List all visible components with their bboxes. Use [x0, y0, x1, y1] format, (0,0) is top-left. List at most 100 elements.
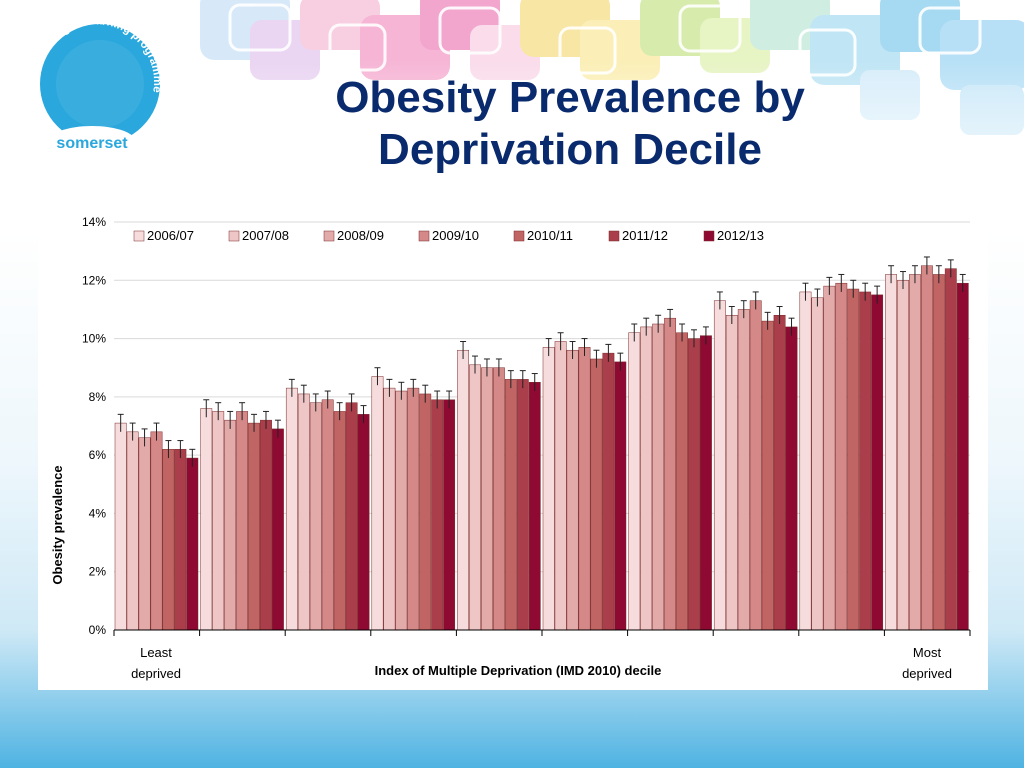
- bar: [640, 326, 653, 631]
- bar: [725, 315, 738, 631]
- y-tick-label: 6%: [89, 448, 107, 462]
- bar: [174, 449, 187, 631]
- y-tick-label: 12%: [82, 273, 106, 287]
- bar: [162, 449, 175, 631]
- y-tick-label: 4%: [89, 506, 107, 520]
- y-tick-label: 2%: [89, 565, 107, 579]
- bar: [602, 352, 615, 631]
- bar: [224, 419, 237, 631]
- chart-panel: 0% 2% 4% 6% 8% 10% 12% 14% 2006/07 2007/08 2008/0…: [38, 206, 988, 690]
- bar: [713, 300, 726, 631]
- bar: [554, 341, 567, 631]
- logo-place-name: somerset: [56, 135, 128, 152]
- x-label-most-deprived-2: deprived: [902, 666, 952, 681]
- bar: [737, 309, 750, 631]
- bar: [150, 431, 163, 631]
- bar: [516, 379, 529, 631]
- bar: [431, 399, 444, 631]
- bar: [383, 387, 396, 631]
- legend-swatch: [703, 230, 715, 242]
- bar: [309, 402, 322, 631]
- bar: [885, 274, 897, 631]
- bar: [749, 300, 762, 631]
- legend-label: 2008/09: [337, 228, 384, 243]
- decorative-banner: [0, 0, 1024, 210]
- x-label-least-deprived-2: deprived: [131, 666, 181, 681]
- y-axis-title: Obesity prevalence: [50, 465, 65, 584]
- x-axis: [113, 629, 971, 636]
- legend-swatch: [228, 230, 240, 242]
- bar: [811, 297, 824, 631]
- bar: [457, 349, 469, 631]
- legend-swatch: [418, 230, 430, 242]
- bar: [590, 358, 603, 631]
- bar: [481, 367, 493, 631]
- slide-title-line-2: Deprivation Decile: [378, 125, 762, 174]
- obesity-bar-chart: 0% 2% 4% 6% 8% 10% 12% 14% 2006/07 2007/08 2008/0…: [50, 215, 971, 681]
- bar: [652, 323, 665, 631]
- legend-swatch: [513, 230, 525, 242]
- legend-label: 2010/11: [527, 228, 573, 243]
- bar: [297, 393, 310, 631]
- bar: [859, 291, 872, 631]
- y-tick-label: 0%: [89, 623, 107, 637]
- bar: [492, 367, 505, 631]
- bars: [114, 265, 969, 631]
- bar: [578, 347, 591, 631]
- legend-swatch: [608, 230, 620, 242]
- bar: [566, 349, 579, 631]
- bar: [333, 411, 346, 631]
- bar: [664, 317, 677, 631]
- bar: [956, 282, 969, 631]
- bar: [504, 379, 517, 631]
- bar: [676, 332, 688, 631]
- bar: [835, 282, 848, 631]
- bar: [614, 361, 627, 631]
- bar: [823, 285, 836, 631]
- y-tick-label: 14%: [82, 215, 106, 229]
- legend-label: 2012/13: [717, 228, 764, 243]
- bar: [897, 280, 909, 631]
- bar: [260, 419, 272, 631]
- bar: [628, 332, 641, 631]
- bar: [799, 291, 812, 631]
- bar: [688, 338, 700, 631]
- bar: [138, 437, 151, 631]
- legend-label: 2006/07: [147, 228, 194, 243]
- bar: [469, 364, 481, 631]
- legend-swatch: [133, 230, 145, 242]
- slide-title-line-1: Obesity Prevalence by: [335, 73, 805, 122]
- slide-title: Obesity Prevalence by Deprivation Decile: [220, 72, 920, 176]
- bar: [443, 399, 456, 631]
- bar: [847, 288, 860, 631]
- y-tick-label: 10%: [82, 332, 106, 346]
- bar: [345, 402, 358, 631]
- bar: [920, 265, 933, 631]
- bar: [212, 411, 225, 631]
- error-bars: [117, 256, 966, 467]
- x-axis-title: Index of Multiple Deprivation (IMD 2010)…: [375, 663, 662, 678]
- somerset-logo: health & wellbeing in learning programme…: [29, 18, 163, 158]
- bar: [909, 274, 921, 631]
- bar: [186, 457, 199, 631]
- y-tick-label: 8%: [89, 390, 107, 404]
- bar: [357, 414, 370, 631]
- bar: [248, 422, 260, 631]
- bar: [407, 387, 420, 631]
- bar: [321, 399, 334, 631]
- bar: [700, 335, 712, 631]
- bar: [126, 431, 139, 631]
- x-label-least-deprived: Least: [140, 645, 172, 660]
- legend: 2006/07 2007/08 2008/09 2009/10 2010/11 2011/…: [133, 228, 764, 243]
- bar: [773, 315, 786, 631]
- y-axis-ticks: 0% 2% 4% 6% 8% 10% 12% 14%: [82, 215, 106, 637]
- x-label-most-deprived: Most: [913, 645, 942, 660]
- bar: [932, 274, 945, 631]
- bar: [944, 268, 957, 631]
- bar: [114, 422, 127, 631]
- legend-label: 2011/12: [622, 228, 668, 243]
- bar: [871, 294, 884, 631]
- bar: [542, 347, 555, 631]
- bar: [236, 411, 249, 631]
- bar: [528, 382, 541, 631]
